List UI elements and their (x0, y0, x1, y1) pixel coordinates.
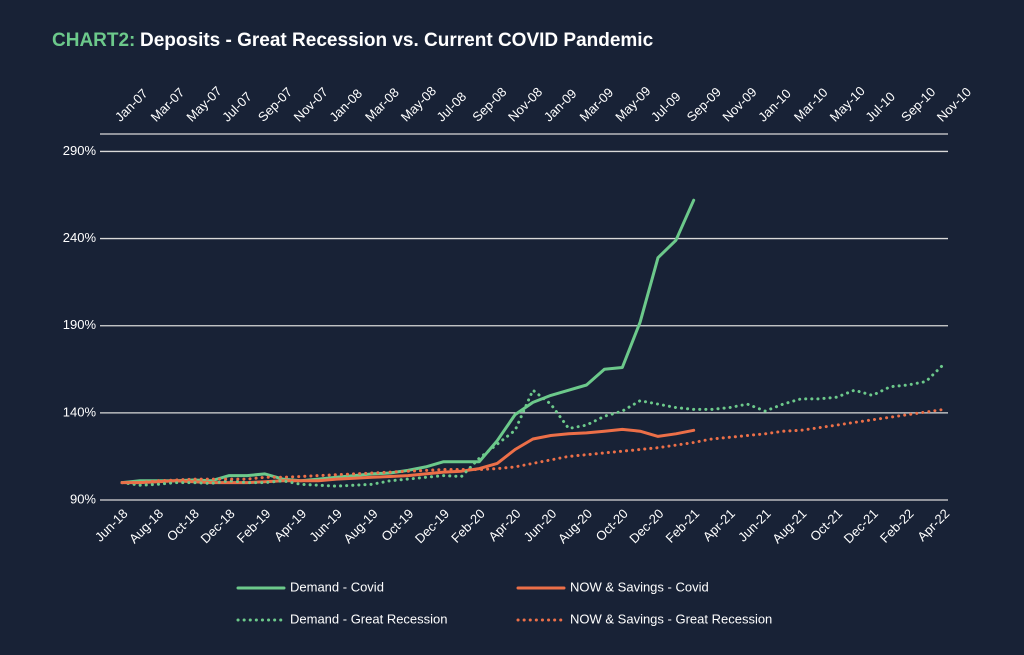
legend-label: Demand - Covid (290, 579, 384, 594)
x-tick-label: Dec-19 (412, 506, 452, 546)
x2-tick-label: Nov-10 (934, 84, 974, 124)
x2-tick-label: Jul-09 (648, 89, 684, 125)
x2-tick-label: Mar-08 (362, 85, 402, 125)
x-tick-label: Apr-22 (914, 506, 952, 544)
x-tick-label: Aug-19 (340, 506, 380, 546)
x2-tick-label: Jan-07 (112, 86, 151, 125)
series-line (120, 362, 946, 488)
x-tick-label: Oct-18 (164, 506, 202, 544)
x2-tick-label: May-10 (827, 83, 868, 124)
legend-label: Demand - Great Recession (290, 611, 448, 626)
x-tick-label: Oct-20 (593, 506, 631, 544)
x2-tick-label: Jul-10 (862, 89, 898, 125)
y-tick-label: 190% (63, 317, 97, 332)
x-tick-label: Dec-18 (198, 506, 238, 546)
chart-title: Deposits - Great Recession vs. Current C… (140, 30, 654, 51)
series-line (120, 407, 946, 485)
x2-tick-label: Jul-08 (434, 89, 470, 125)
x-tick-label: Dec-20 (626, 506, 666, 546)
x-tick-label: Dec-21 (841, 506, 881, 546)
x2-tick-label: Sep-07 (255, 84, 295, 124)
x-tick-label: Apr-21 (700, 506, 738, 544)
x-tick-label: Feb-19 (234, 506, 274, 546)
y-tick-label: 290% (63, 143, 97, 158)
legend-label: NOW & Savings - Great Recession (570, 611, 772, 626)
series-line (120, 427, 696, 485)
x2-tick-label: May-07 (183, 83, 224, 124)
x-tick-label: Feb-22 (877, 506, 917, 546)
x-tick-label: Aug-20 (555, 506, 595, 546)
x2-tick-label: Mar-09 (576, 85, 616, 125)
x-tick-label: Jun-21 (735, 506, 774, 545)
x-tick-label: Oct-21 (807, 506, 845, 544)
x2-tick-label: Nov-09 (719, 84, 759, 124)
x2-tick-label: Jan-10 (755, 86, 794, 125)
x2-tick-label: May-09 (612, 83, 653, 124)
x-tick-label: Aug-18 (126, 506, 166, 546)
series-line (120, 198, 696, 485)
x2-tick-label: Sep-08 (469, 84, 509, 124)
x-tick-label: Apr-19 (271, 506, 309, 544)
x2-tick-label: Mar-10 (791, 85, 831, 125)
x-tick-label: Jun-18 (92, 506, 131, 545)
y-tick-label: 140% (63, 404, 97, 419)
x-tick-label: Aug-21 (769, 506, 809, 546)
x-tick-label: Apr-20 (485, 506, 523, 544)
x2-tick-label: Jan-08 (326, 86, 365, 125)
x2-tick-label: Nov-07 (291, 84, 331, 124)
x-tick-label: Oct-19 (378, 506, 416, 544)
x2-tick-label: Nov-08 (505, 84, 545, 124)
x2-tick-label: Sep-09 (684, 84, 724, 124)
y-tick-label: 240% (63, 230, 97, 245)
x-tick-label: Jun-19 (306, 506, 345, 545)
x-tick-label: Feb-21 (663, 506, 703, 546)
legend-label: NOW & Savings - Covid (570, 579, 709, 594)
y-tick-label: 90% (70, 491, 96, 506)
chart-title-label: CHART2: (52, 30, 135, 51)
x2-tick-label: Sep-10 (898, 84, 938, 124)
x2-tick-label: Jan-09 (541, 86, 580, 125)
x2-tick-label: Jul-07 (219, 89, 255, 125)
x2-tick-label: Mar-07 (148, 85, 188, 125)
x-tick-label: Jun-20 (521, 506, 560, 545)
x-tick-label: Feb-20 (448, 506, 488, 546)
x2-tick-label: May-08 (398, 83, 439, 124)
